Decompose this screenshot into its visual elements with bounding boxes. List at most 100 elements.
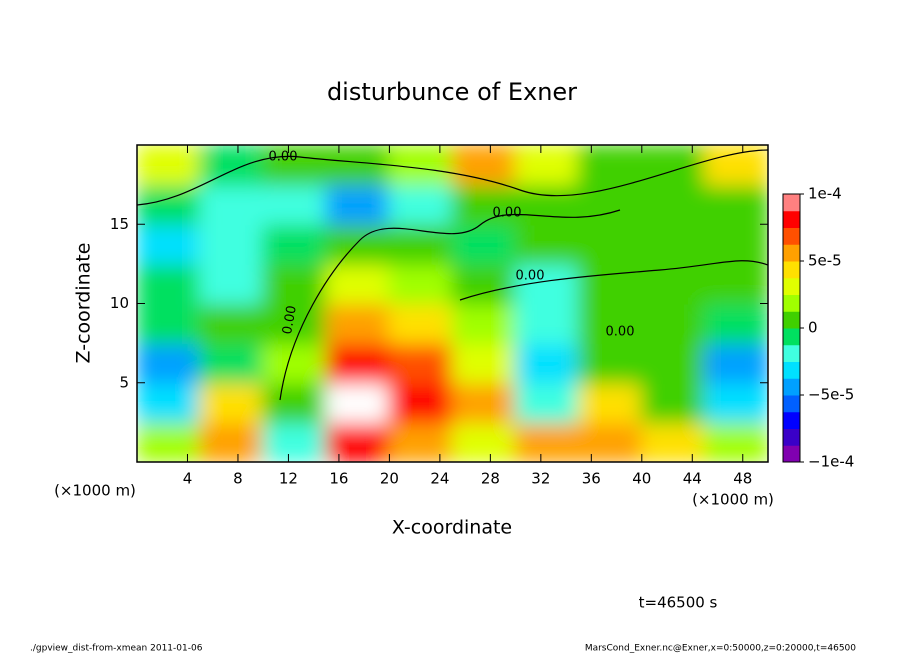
x-axis-label: X-coordinate: [392, 517, 512, 539]
heat-cell: [262, 421, 328, 462]
heat-cell: [514, 145, 580, 186]
heat-cell: [640, 342, 706, 384]
heat-cell: [199, 223, 265, 265]
x-tick-label: 48: [733, 470, 752, 488]
heat-cell: [514, 342, 580, 384]
heat-cell: [388, 381, 454, 424]
heat-cell: [577, 183, 643, 226]
x-tick-label: 4: [183, 470, 193, 488]
heat-cell: [388, 302, 454, 345]
heat-cell: [262, 145, 328, 186]
heat-cell: [451, 342, 517, 384]
heat-cell: [199, 262, 265, 305]
heat-cell: [703, 223, 768, 265]
heat-cell: [514, 302, 580, 345]
heat-cell: [514, 223, 580, 265]
heat-cell: [514, 262, 580, 305]
colorbar-band: [783, 445, 800, 463]
colorbar-band: [783, 210, 800, 228]
contour-label: 0.00: [269, 150, 298, 165]
contour-label: 0.00: [493, 206, 522, 221]
heat-cell: [451, 262, 517, 305]
zero-contour: [459, 260, 768, 301]
x-tick-label: 40: [632, 470, 651, 488]
colorbar-tick-label: 1e-4: [808, 185, 842, 203]
y-tick-label: 15: [110, 215, 129, 233]
x-tick-label: 12: [279, 470, 298, 488]
heat-cell: [137, 302, 202, 345]
x-unit: (×1000 m): [692, 491, 774, 509]
heat-cell: [703, 145, 768, 186]
time-label: t=46500 s: [639, 594, 718, 612]
y-tick-label: 10: [110, 294, 129, 312]
heat-cell: [703, 342, 768, 384]
zero-contour: [279, 209, 621, 401]
colorbar-band: [783, 395, 800, 413]
heat-cell: [703, 183, 768, 226]
y-unit: (×1000 m): [54, 482, 136, 500]
heat-cell: [451, 145, 517, 186]
heat-cell: [640, 145, 706, 186]
colorbar-band: [783, 227, 800, 245]
colorbar-band: [783, 311, 800, 329]
heat-cell: [137, 145, 202, 186]
colorbar-band: [783, 378, 800, 396]
footer-right: MarsCond_Exner.nc@Exner,x=0:50000,z=0:20…: [585, 644, 856, 654]
heat-cell: [137, 421, 202, 462]
heat-cell: [262, 183, 328, 226]
heat-cell: [325, 262, 391, 305]
heat-cell: [577, 145, 643, 186]
x-tick-label: 28: [481, 470, 500, 488]
heat-cell: [640, 381, 706, 424]
heat-cell: [640, 262, 706, 305]
colorbar-band: [783, 428, 800, 446]
heat-cell: [451, 421, 517, 462]
heat-cell: [514, 381, 580, 424]
heat-cell: [325, 342, 391, 384]
colorbar-tick-label: 5e-5: [808, 252, 842, 270]
heat-cell: [199, 183, 265, 226]
heat-cell: [199, 302, 265, 345]
heat-cell: [703, 302, 768, 345]
heat-cell: [451, 223, 517, 265]
heat-cell: [325, 381, 391, 424]
heat-cell: [388, 262, 454, 305]
heat-cell: [514, 421, 580, 462]
contour-label: 0.00: [280, 304, 300, 335]
heat-cell: [388, 342, 454, 384]
x-tick-label: 16: [329, 470, 348, 488]
heat-cell: [199, 342, 265, 384]
heat-cell: [703, 381, 768, 424]
footer-left: ./gpview_dist-from-xmean 2011-01-06: [30, 644, 203, 654]
heat-cell: [199, 421, 265, 462]
field: [137, 145, 768, 462]
colorbar-band: [783, 328, 800, 346]
colorbar-band: [783, 277, 800, 295]
heat-cell: [137, 223, 202, 265]
heat-cell: [577, 302, 643, 345]
heat-cell: [325, 183, 391, 226]
heat-cell: [325, 421, 391, 462]
heat-cell: [577, 262, 643, 305]
heat-cell: [137, 262, 202, 305]
heat-cell: [262, 302, 328, 345]
heat-cell: [325, 302, 391, 345]
heat-cell: [451, 183, 517, 226]
heat-cell: [640, 302, 706, 345]
colorbar-band: [783, 361, 800, 379]
heat-cell: [262, 381, 328, 424]
heat-cell: [262, 262, 328, 305]
colorbar-tick-label: −5e-5: [808, 386, 854, 404]
contour-label: 0.00: [516, 269, 545, 284]
x-tick-label: 20: [380, 470, 399, 488]
zero-contour: [137, 149, 768, 206]
heat-cell: [577, 223, 643, 265]
colorbar-band: [783, 344, 800, 362]
heat-cell: [577, 421, 643, 462]
heat-cell: [577, 381, 643, 424]
heat-cell: [640, 183, 706, 226]
heat-cell: [388, 183, 454, 226]
colorbar-band: [783, 294, 800, 312]
colorbar-tick-label: −1e-4: [808, 453, 854, 471]
